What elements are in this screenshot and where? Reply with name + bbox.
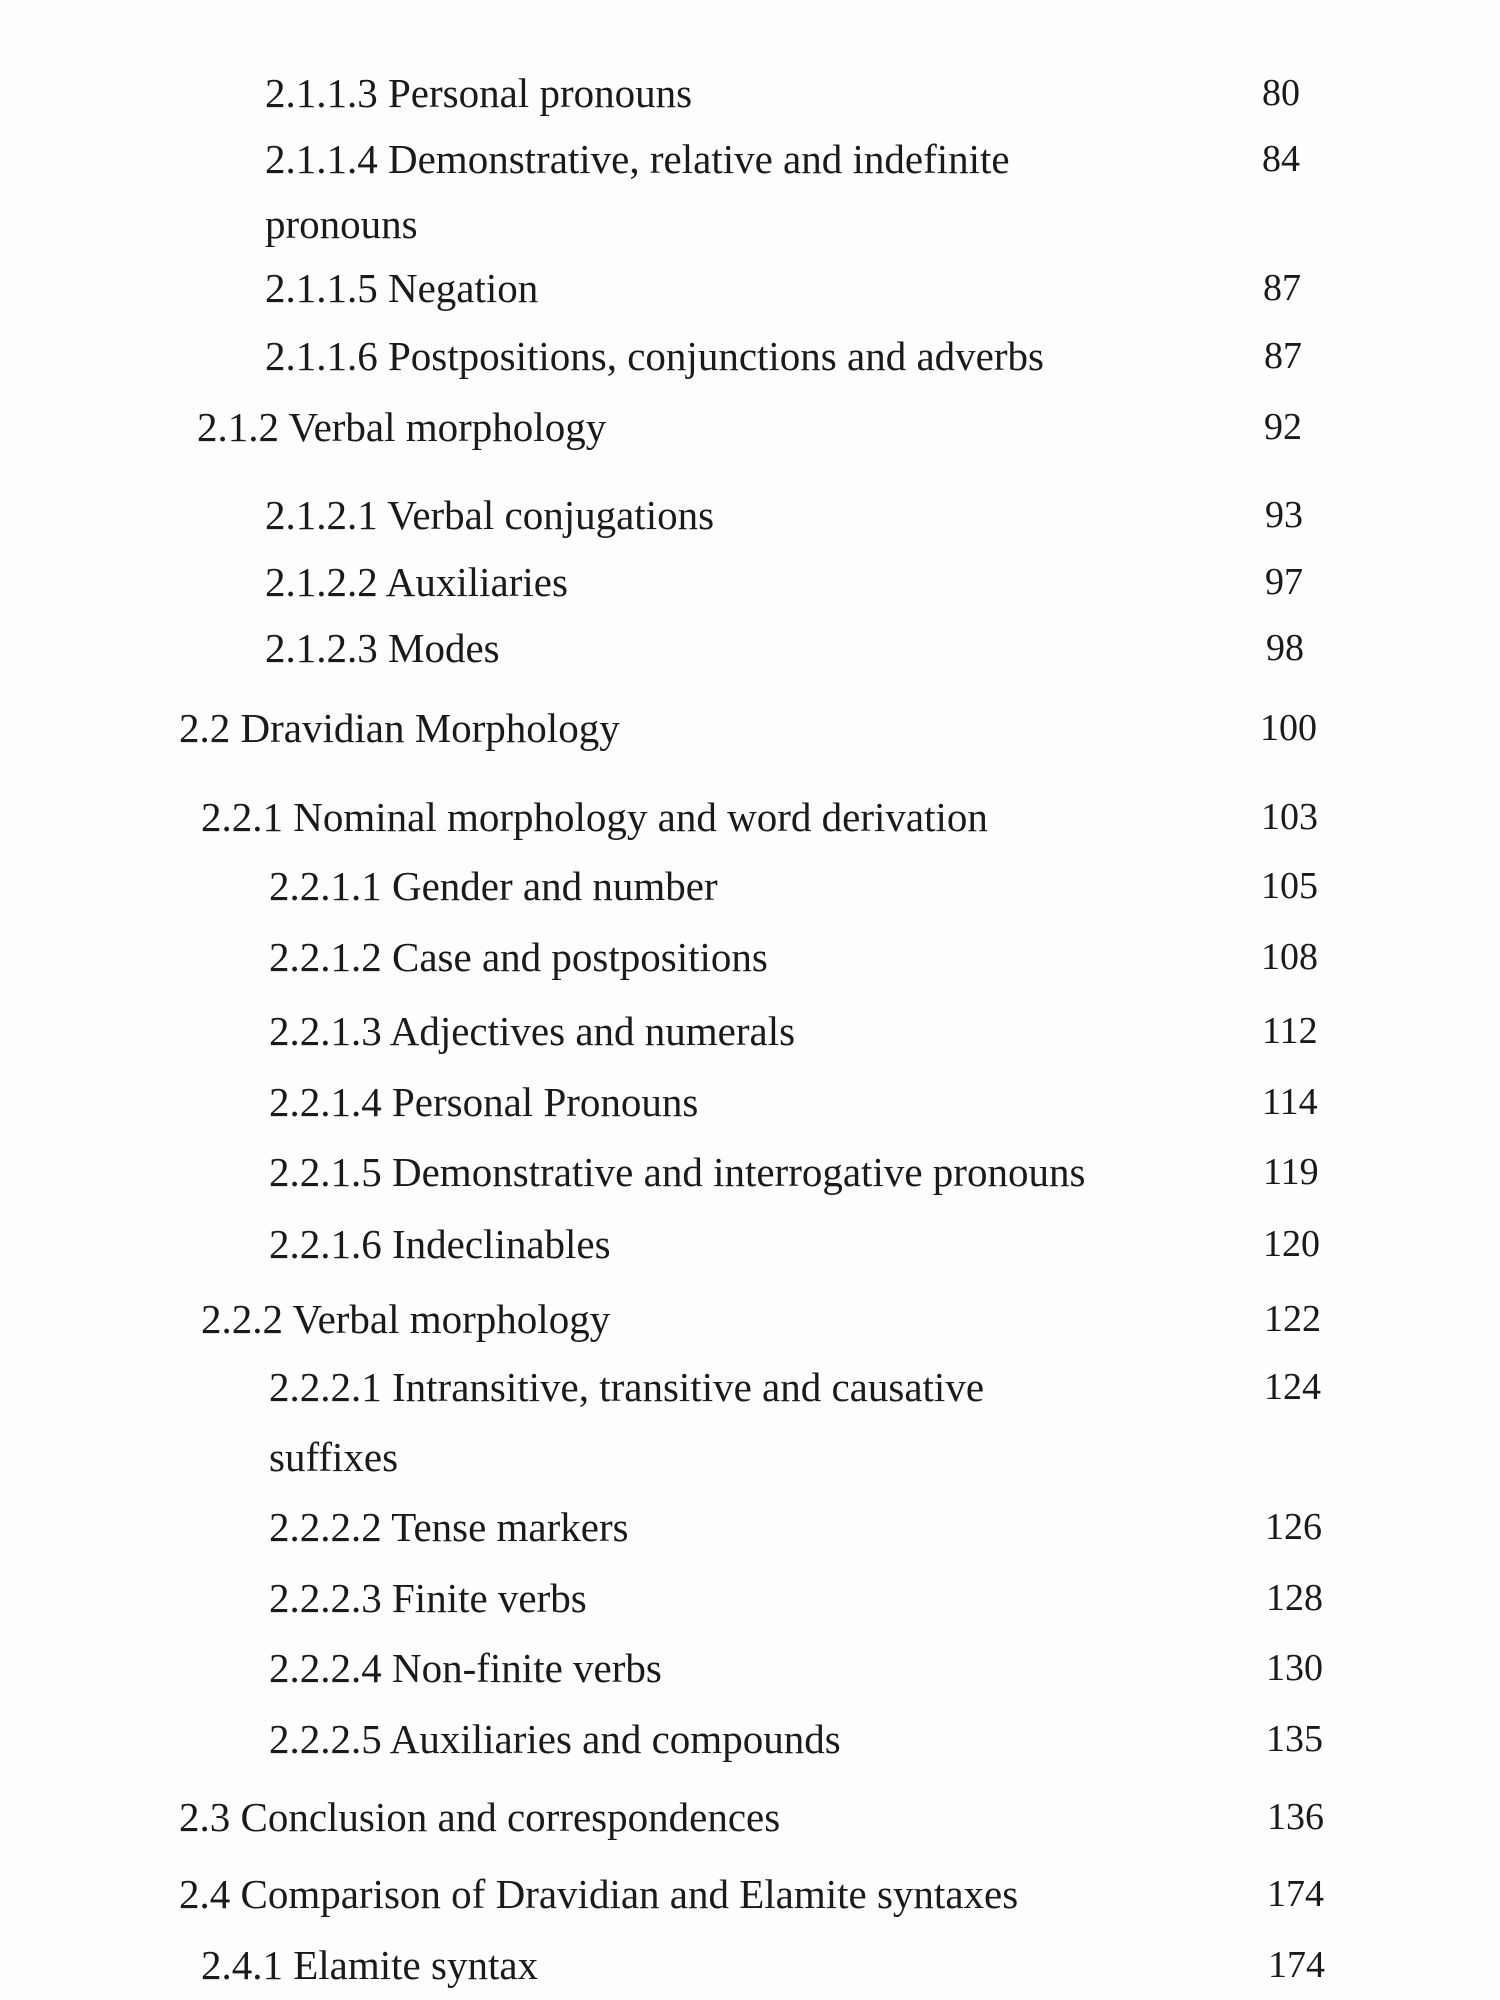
toc-entry-title: 2.2.1 Nominal morphology and word deriva…: [201, 794, 988, 840]
toc-entry-page-number: 80: [1262, 72, 1300, 114]
toc-entry-title: 2.4.1 Elamite syntax: [201, 1942, 539, 1988]
toc-entry-page-number: 84: [1262, 138, 1300, 180]
toc-entry-page-number: 112: [1262, 1010, 1318, 1052]
toc-entry-title: pronouns: [265, 201, 418, 247]
toc-entry-page-number: 136: [1267, 1796, 1324, 1838]
toc-entry: 2.1.1.4 Demonstrative, relative and inde…: [0, 131, 1500, 187]
toc-entry-page-number: 100: [1260, 707, 1317, 749]
toc-entry-page-number: 174: [1268, 1944, 1325, 1986]
toc-entry-title: 2.1.1.6 Postpositions, conjunctions and …: [265, 333, 1044, 379]
toc-entry-page-number: 128: [1266, 1577, 1323, 1619]
toc-entry: 2.3 Conclusion and correspondences 136: [0, 1789, 1500, 1845]
toc-entry-page-number: 135: [1266, 1718, 1323, 1760]
toc-entry: 2.1.1.3 Personal pronouns 80: [0, 65, 1500, 121]
toc-entry-title: 2.1.2.2 Auxiliaries: [265, 559, 568, 605]
toc-entry-page-number: 120: [1263, 1223, 1320, 1265]
toc-entry-page-number: 124: [1264, 1366, 1321, 1408]
toc-entry: 2.2.1.6 Indeclinables 120: [0, 1216, 1500, 1272]
toc-entry-title: 2.1.2.1 Verbal conjugations: [265, 492, 715, 538]
toc-entry-page-number: 92: [1264, 406, 1302, 448]
toc-entry: 2.4.1 Elamite syntax 174: [0, 1937, 1500, 1993]
toc-entry: 2.2.1.5 Demonstrative and interrogative …: [0, 1144, 1500, 1200]
toc-entry-title: 2.1.2.3 Modes: [265, 625, 500, 671]
toc-entry: 2.1.1.5 Negation 87: [0, 260, 1500, 316]
toc-entry: 2.1.2 Verbal morphology 92: [0, 399, 1500, 455]
toc-entry: pronouns: [0, 196, 1500, 252]
toc-entry-title: 2.2.1.2 Case and postpositions: [269, 934, 768, 980]
toc-entry-page-number: 114: [1262, 1081, 1318, 1123]
toc-entry-title: 2.2.2.3 Finite verbs: [269, 1575, 587, 1621]
toc-entry: 2.2.2.5 Auxiliaries and compounds 135: [0, 1711, 1500, 1767]
toc-entry-page-number: 122: [1264, 1298, 1321, 1340]
toc-entry: 2.1.2.2 Auxiliaries 97: [0, 554, 1500, 610]
toc-entry-title: 2.2.2.4 Non-finite verbs: [269, 1645, 662, 1691]
toc-entry-page-number: 98: [1266, 627, 1304, 669]
toc-entry: 2.2.2.3 Finite verbs 128: [0, 1570, 1500, 1626]
toc-entry: 2.1.2.3 Modes 98: [0, 620, 1500, 676]
toc-entry-page-number: 130: [1266, 1647, 1323, 1689]
toc-entry: 2.4 Comparison of Dravidian and Elamite …: [0, 1866, 1500, 1922]
toc-entry-title: 2.2.1.6 Indeclinables: [269, 1221, 611, 1267]
toc-entry-page-number: 97: [1265, 561, 1303, 603]
toc-entry: 2.1.1.6 Postpositions, conjunctions and …: [0, 328, 1500, 384]
toc-entry-page-number: 108: [1261, 936, 1318, 978]
toc-entry: 2.2.1.2 Case and postpositions 108: [0, 929, 1500, 985]
toc-entry: 2.2.2.2 Tense markers 126: [0, 1499, 1500, 1555]
toc-entry-title: 2.2.2.2 Tense markers: [269, 1504, 629, 1550]
toc-entry-title: 2.2.2.1 Intransitive, transitive and cau…: [269, 1364, 985, 1410]
toc-entry: 2.2.1.3 Adjectives and numerals 112: [0, 1003, 1500, 1059]
toc-entry-title: 2.1.1.4 Demonstrative, relative and inde…: [265, 136, 1010, 182]
toc-entry-page-number: 119: [1263, 1151, 1319, 1193]
toc-entry: 2.2 Dravidian Morphology 100: [0, 700, 1500, 756]
toc-entry-title: 2.2.2.5 Auxiliaries and compounds: [269, 1716, 841, 1762]
toc-entry: 2.2.1 Nominal morphology and word deriva…: [0, 789, 1500, 845]
toc-entry: 2.2.1.1 Gender and number 105: [0, 858, 1500, 914]
toc-entry: suffixes: [0, 1429, 1500, 1485]
toc-entry-title: 2.2 Dravidian Morphology: [179, 705, 620, 751]
toc-entry-title: 2.3 Conclusion and correspondences: [179, 1794, 781, 1840]
toc-entry-page-number: 87: [1263, 267, 1301, 309]
toc-entry-title: 2.4 Comparison of Dravidian and Elamite …: [179, 1871, 1019, 1917]
toc-entry-page-number: 105: [1261, 865, 1318, 907]
toc-entry: 2.2.2.4 Non-finite verbs 130: [0, 1640, 1500, 1696]
toc-entry-page-number: 87: [1264, 335, 1302, 377]
toc-entry: 2.2.2.1 Intransitive, transitive and cau…: [0, 1359, 1500, 1415]
toc-entry-title: 2.2.1.1 Gender and number: [269, 863, 718, 909]
toc-entry-page-number: 174: [1267, 1873, 1324, 1915]
toc-entry-title: 2.2.1.5 Demonstrative and interrogative …: [269, 1149, 1086, 1195]
toc-entry: 2.1.2.1 Verbal conjugations 93: [0, 487, 1500, 543]
toc-entry: 2.2.2 Verbal morphology 122: [0, 1291, 1500, 1347]
toc-entry: 2.2.1.4 Personal Pronouns 114: [0, 1074, 1500, 1130]
toc-entry-title: 2.2.2 Verbal morphology: [201, 1296, 611, 1342]
toc-entry-title: suffixes: [269, 1434, 399, 1480]
toc-entry-title: 2.1.1.3 Personal pronouns: [265, 70, 693, 116]
toc-entry-title: 2.1.2 Verbal morphology: [197, 404, 607, 450]
toc-entry-page-number: 93: [1265, 494, 1303, 536]
toc-entry-page-number: 126: [1265, 1506, 1322, 1548]
toc-entry-page-number: 103: [1261, 796, 1318, 838]
toc-entry-title: 2.2.1.3 Adjectives and numerals: [269, 1008, 796, 1054]
toc-entry-title: 2.2.1.4 Personal Pronouns: [269, 1079, 699, 1125]
toc-entry-title: 2.1.1.5 Negation: [265, 265, 539, 311]
